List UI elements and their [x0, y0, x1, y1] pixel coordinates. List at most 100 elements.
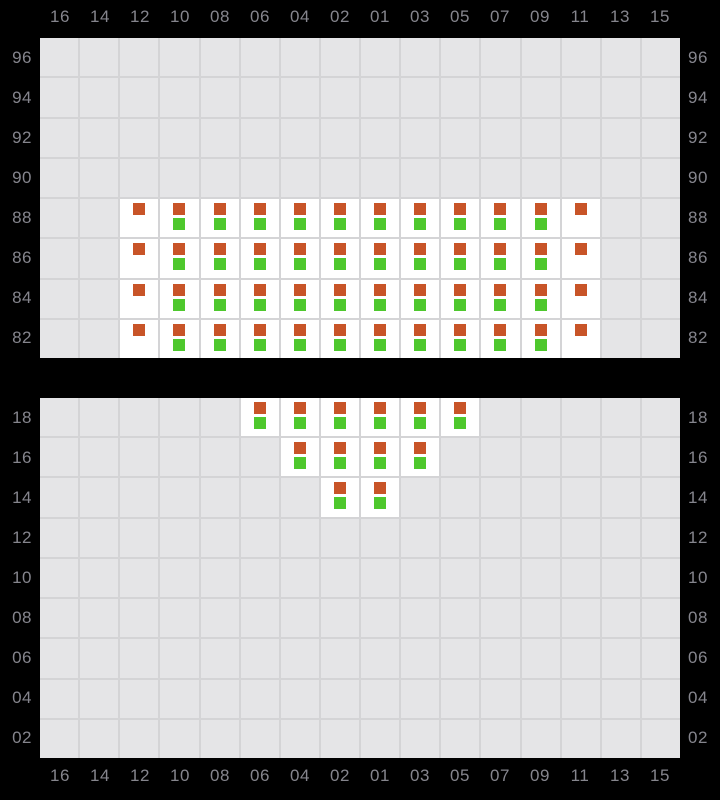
cell-r84-c11[interactable] [561, 279, 600, 318]
cell-r86-c11[interactable] [561, 239, 600, 278]
cell-r88-c02[interactable] [320, 199, 359, 238]
cell-r18-c06[interactable] [240, 398, 279, 437]
orange-marker-icon [414, 442, 427, 455]
green-marker-icon [494, 298, 507, 311]
cell-r04-c02 [320, 679, 359, 718]
cell-r86-c07[interactable] [481, 239, 520, 278]
cell-r88-c03[interactable] [401, 199, 440, 238]
cell-r88-c11[interactable] [561, 199, 600, 238]
orange-marker-icon [333, 283, 346, 296]
cell-r16-c11 [561, 438, 600, 477]
cell-r10-c08 [200, 558, 239, 598]
cell-r16-c02[interactable] [320, 438, 359, 477]
cell-r90-c11 [561, 158, 600, 197]
cell-r86-c03[interactable] [401, 239, 440, 278]
cell-r88-c09[interactable] [521, 199, 560, 238]
cell-r16-c04[interactable] [280, 438, 319, 477]
orange-marker-icon [374, 482, 387, 495]
cell-r16-c01[interactable] [361, 438, 400, 477]
cell-r82-c08[interactable] [200, 319, 239, 358]
cell-r82-c11[interactable] [561, 319, 600, 358]
cell-r96-c07 [481, 38, 520, 77]
cell-r88-c10[interactable] [160, 199, 199, 238]
cell-r86-c09[interactable] [521, 239, 560, 278]
cell-r88-c12[interactable] [120, 199, 159, 238]
cell-r84-c09[interactable] [521, 279, 560, 318]
cell-r96-c08 [200, 38, 239, 77]
cell-r14-c02[interactable] [320, 478, 359, 517]
cell-r84-c04[interactable] [280, 279, 319, 318]
cell-r84-c07[interactable] [481, 279, 520, 318]
cell-r82-c02[interactable] [320, 319, 359, 358]
cell-r86-c12[interactable] [120, 239, 159, 278]
cell-r08-c02 [320, 599, 359, 638]
cell-r18-c05[interactable] [441, 398, 480, 437]
cell-r88-c04[interactable] [280, 199, 319, 238]
cell-r84-c13 [601, 279, 640, 318]
cell-r18-c01[interactable] [361, 398, 400, 437]
cell-r84-c08[interactable] [200, 279, 239, 318]
orange-marker-icon [454, 323, 467, 336]
cell-r84-c01[interactable] [361, 279, 400, 318]
green-marker-icon [293, 298, 306, 311]
green-marker-icon [374, 218, 387, 230]
cell-r82-c07[interactable] [481, 319, 520, 358]
col-label-14: 14 [90, 6, 110, 26]
cell-r84-c03[interactable] [401, 279, 440, 318]
cell-r18-c11 [561, 398, 600, 437]
cell-r88-c08[interactable] [200, 199, 239, 238]
cell-r92-c06 [240, 118, 279, 157]
cell-r04-c04 [280, 679, 319, 718]
cell-r18-c02[interactable] [320, 398, 359, 437]
orange-marker-icon [494, 203, 507, 215]
cell-r82-c10[interactable] [160, 319, 199, 358]
cell-r88-c01[interactable] [361, 199, 400, 238]
cell-r86-c04[interactable] [280, 239, 319, 278]
cell-r82-c09[interactable] [521, 319, 560, 358]
cell-r84-c10[interactable] [160, 279, 199, 318]
cell-r84-c14 [80, 279, 119, 318]
cell-r16-c03[interactable] [401, 438, 440, 477]
cell-r84-c12[interactable] [120, 279, 159, 318]
cell-r82-c06[interactable] [240, 319, 279, 358]
cell-r82-c01[interactable] [361, 319, 400, 358]
orange-marker-icon [574, 323, 587, 336]
cell-r18-c03[interactable] [401, 398, 440, 437]
cell-r90-c04 [280, 158, 319, 197]
cell-r84-c02[interactable] [320, 279, 359, 318]
cell-r82-c12[interactable] [120, 319, 159, 358]
green-marker-icon [534, 298, 547, 311]
cell-r86-c02[interactable] [320, 239, 359, 278]
cell-r08-c10 [160, 599, 199, 638]
green-marker-icon [333, 497, 346, 510]
cell-r86-c01[interactable] [361, 239, 400, 278]
cell-r86-c10[interactable] [160, 239, 199, 278]
orange-marker-icon [333, 243, 346, 256]
cell-r82-c15 [641, 319, 680, 358]
cell-r04-c14 [80, 679, 119, 718]
upper-row-labels-right: 96 94 92 90 88 86 84 82 [688, 38, 720, 358]
cell-r86-c06[interactable] [240, 239, 279, 278]
cell-r08-c14 [80, 599, 119, 638]
cell-r86-c05[interactable] [441, 239, 480, 278]
cell-r84-c06[interactable] [240, 279, 279, 318]
cell-r10-c16 [40, 558, 79, 598]
cell-r82-c03[interactable] [401, 319, 440, 358]
cell-r88-c07[interactable] [481, 199, 520, 238]
cell-r84-c05[interactable] [441, 279, 480, 318]
cell-r14-c01[interactable] [361, 478, 400, 517]
col-label-06: 06 [250, 6, 270, 26]
cell-r92-c11 [561, 118, 600, 157]
cell-r94-c11 [561, 78, 600, 117]
cell-r88-c05[interactable] [441, 199, 480, 238]
cell-r82-c05[interactable] [441, 319, 480, 358]
row-label-04: 04 [12, 688, 32, 707]
cell-r88-c06[interactable] [240, 199, 279, 238]
row-label-18: 18 [12, 408, 32, 427]
cell-r86-c08[interactable] [200, 239, 239, 278]
cell-r02-c03 [401, 719, 440, 758]
cell-r94-c04 [280, 78, 319, 117]
cell-r18-c04[interactable] [280, 398, 319, 437]
cell-r82-c04[interactable] [280, 319, 319, 358]
cell-r14-c10 [160, 478, 199, 517]
